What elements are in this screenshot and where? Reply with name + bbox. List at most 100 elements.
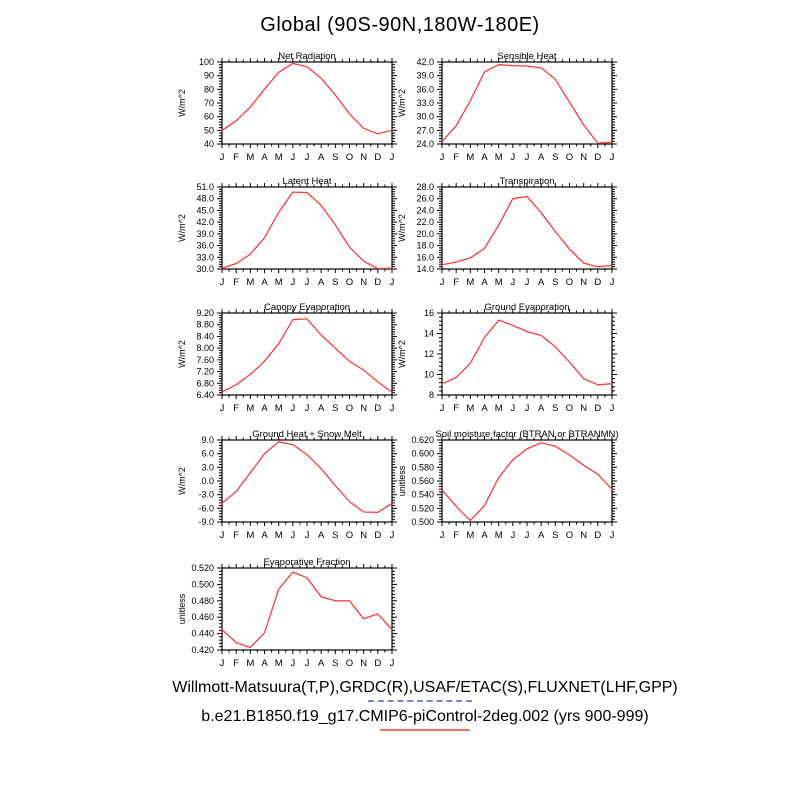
- chart-transpiration: 14.0 16.0 18.0 20.0 22.0 24.0 26.0 28.0 J F M A M J J A…: [392, 176, 622, 303]
- svg-text:M: M: [466, 277, 474, 288]
- svg-text:M: M: [466, 152, 474, 163]
- svg-text:M: M: [466, 403, 474, 414]
- svg-text:3.0: 3.0: [201, 462, 214, 472]
- svg-text:A: A: [261, 403, 268, 414]
- svg-text:J: J: [305, 530, 310, 541]
- chart-title: Net Radiation: [278, 52, 336, 62]
- svg-text:D: D: [594, 403, 601, 414]
- plot-frame: [221, 61, 393, 145]
- svg-text:12: 12: [424, 349, 434, 359]
- chart-title: Sensible Heat: [497, 52, 557, 62]
- svg-text:N: N: [360, 403, 367, 414]
- y-tick-labels: 0.420 0.440 0.460 0.480 0.500 0.520: [191, 563, 214, 655]
- y-tick-labels: 6.40 6.807.20 7.60 8.00 8.408.80 9.20: [196, 308, 214, 400]
- svg-text:J: J: [220, 277, 225, 288]
- chart-ground-heat-snow-melt: -9.0 -6.0 -3.0 0.0 3.0 6.0 9.0 J F M A M J J A S O N D J Gro…: [172, 429, 402, 556]
- svg-text:J: J: [610, 530, 615, 541]
- svg-text:J: J: [610, 403, 615, 414]
- svg-text:A: A: [318, 277, 325, 288]
- svg-text:O: O: [566, 152, 573, 163]
- svg-text:J: J: [390, 277, 395, 288]
- y-axis-label: W/m^2: [177, 467, 187, 495]
- axes-ticks: [437, 58, 617, 148]
- svg-text:40: 40: [204, 139, 214, 149]
- axes-ticks: [437, 309, 617, 399]
- svg-text:F: F: [233, 530, 239, 541]
- svg-text:-9.0: -9.0: [198, 517, 214, 527]
- svg-text:30.0: 30.0: [416, 112, 434, 122]
- svg-text:M: M: [466, 530, 474, 541]
- svg-text:J: J: [220, 658, 225, 669]
- svg-text:A: A: [538, 277, 545, 288]
- data-series-line: [441, 319, 613, 386]
- model-legend-line: [380, 729, 470, 731]
- y-axis-label: W/m^2: [397, 214, 407, 242]
- svg-text:N: N: [580, 530, 587, 541]
- svg-text:26.0: 26.0: [416, 194, 434, 204]
- svg-text:16: 16: [424, 308, 434, 318]
- svg-text:J: J: [525, 152, 530, 163]
- svg-text:A: A: [318, 403, 325, 414]
- svg-text:M: M: [246, 403, 254, 414]
- svg-text:F: F: [453, 277, 459, 288]
- svg-text:70: 70: [204, 98, 214, 108]
- svg-text:45.0: 45.0: [196, 205, 214, 215]
- svg-text:S: S: [332, 152, 338, 163]
- svg-text:J: J: [290, 277, 295, 288]
- svg-text:J: J: [525, 277, 530, 288]
- svg-text:18.0: 18.0: [416, 241, 434, 251]
- axes-ticks: [217, 309, 397, 399]
- svg-text:D: D: [594, 277, 601, 288]
- svg-text:0.580: 0.580: [411, 462, 434, 472]
- svg-text:N: N: [360, 530, 367, 541]
- svg-text:16.0: 16.0: [416, 252, 434, 262]
- svg-text:J: J: [440, 403, 445, 414]
- axes-ticks: [217, 436, 397, 526]
- y-tick-labels: 8 10 12 14 16: [424, 308, 434, 400]
- svg-text:0.540: 0.540: [411, 490, 434, 500]
- svg-text:J: J: [440, 152, 445, 163]
- svg-text:J: J: [290, 403, 295, 414]
- data-series-line: [221, 191, 393, 270]
- axes-ticks: [217, 58, 397, 148]
- svg-text:M: M: [246, 658, 254, 669]
- data-series-line: [221, 441, 393, 514]
- svg-text:O: O: [346, 277, 353, 288]
- svg-text:J: J: [525, 403, 530, 414]
- chart-title: Evaporative Fraction: [263, 558, 350, 568]
- page-title: Global (90S-90N,180W-180E): [260, 14, 540, 36]
- chart-svg-ground-heat-snow-melt: -9.0-6.0-3.00.03.06.09.0J F M A M J J A S O N D JGro…: [177, 429, 397, 541]
- svg-text:-3.0: -3.0: [198, 490, 214, 500]
- svg-text:J: J: [305, 403, 310, 414]
- svg-text:S: S: [332, 658, 338, 669]
- svg-text:D: D: [594, 530, 601, 541]
- svg-text:S: S: [332, 403, 338, 414]
- chart-title: Canopy Evaporation: [264, 303, 350, 313]
- y-axis-label: W/m^2: [177, 214, 187, 242]
- svg-text:30.0: 30.0: [196, 264, 214, 274]
- svg-text:8.40: 8.40: [196, 331, 214, 341]
- chart-net-radiation: 40 50 60 70 80 90 100 J F M A M J J A S O N D J Net Radiatio…: [172, 51, 402, 178]
- svg-text:A: A: [538, 403, 545, 414]
- svg-text:6.40: 6.40: [196, 390, 214, 400]
- obs-legend-label: Willmott-Matsuura(T,P),GRDC(R),USAF/ETAC…: [172, 679, 678, 696]
- svg-text:J: J: [220, 152, 225, 163]
- svg-text:J: J: [305, 277, 310, 288]
- chart-title: Latent Heat: [282, 177, 331, 187]
- chart-evaporative-fraction: 0.420 0.440 0.460 0.480 0.500 0.520 J F M A M J J A S O…: [172, 557, 402, 684]
- axes-ticks: [437, 183, 617, 273]
- y-tick-labels: 40 50 60 70 80 90 100: [199, 57, 214, 149]
- data-series-line: [441, 195, 613, 268]
- svg-text:A: A: [481, 277, 488, 288]
- svg-text:M: M: [495, 152, 503, 163]
- svg-text:S: S: [332, 530, 338, 541]
- svg-text:J: J: [510, 152, 515, 163]
- svg-text:A: A: [318, 152, 325, 163]
